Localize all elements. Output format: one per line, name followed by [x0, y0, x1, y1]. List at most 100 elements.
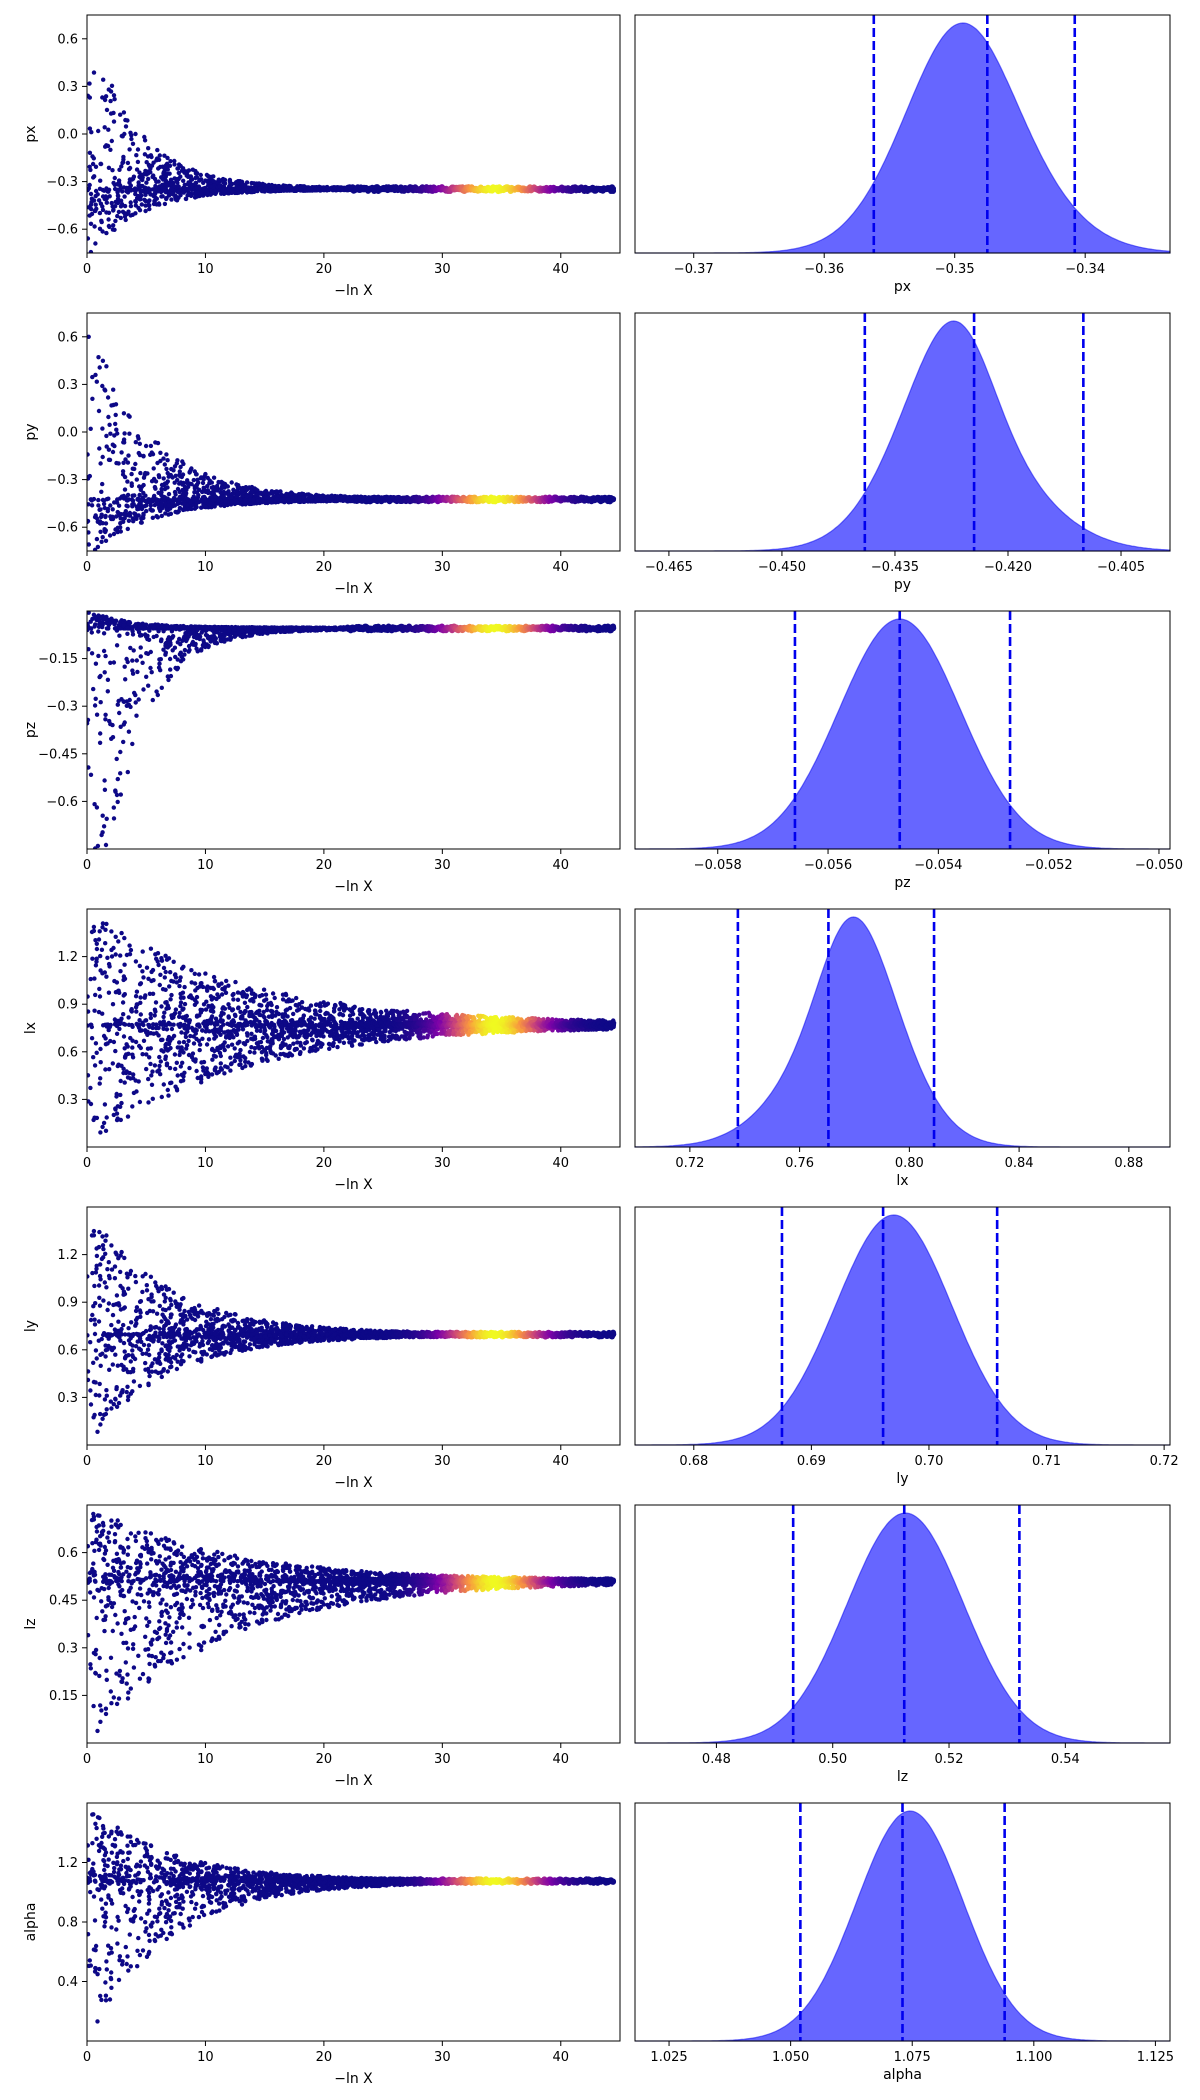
- trace-point: [142, 138, 148, 143]
- trace-point: [166, 193, 172, 198]
- trace-point: [235, 186, 240, 192]
- trace-point: [262, 187, 268, 192]
- trace-point: [145, 154, 151, 159]
- trace-point: [102, 387, 107, 392]
- trace-point: [99, 489, 104, 494]
- trace-point: [125, 492, 131, 498]
- trace-point: [104, 186, 109, 191]
- trace-point: [103, 194, 109, 199]
- trace-point: [111, 531, 117, 537]
- trace-point: [187, 470, 192, 475]
- trace-point: [182, 170, 187, 175]
- trace-point: [186, 168, 192, 173]
- trace-point: [161, 456, 166, 461]
- trace-point: [89, 206, 94, 212]
- trace-point: [214, 483, 220, 489]
- trace-point: [87, 502, 91, 507]
- trace-point: [124, 189, 129, 194]
- trace-point: [173, 197, 179, 202]
- trace-point: [118, 198, 124, 203]
- trace-point: [122, 474, 128, 480]
- trace-point: [150, 515, 155, 520]
- trace-point: [162, 201, 168, 207]
- trace-point: [115, 497, 120, 502]
- trace-point: [139, 202, 144, 207]
- trace-point: [156, 473, 161, 478]
- trace-point: [98, 461, 103, 466]
- trace-point: [87, 186, 92, 191]
- trace-point: [100, 535, 105, 540]
- trace-point: [122, 131, 127, 137]
- trace-point: [207, 481, 212, 486]
- trace-point: [242, 186, 247, 192]
- trace-point: [128, 203, 134, 209]
- trace-point: [112, 227, 117, 232]
- trace-point: [123, 217, 128, 223]
- trace-point: [158, 189, 164, 195]
- trace-point: [119, 202, 125, 207]
- trace-point: [138, 183, 143, 189]
- trace-point: [104, 444, 109, 449]
- trace-point: [155, 147, 160, 153]
- trace-point: [123, 117, 128, 123]
- trace-point: [96, 497, 101, 503]
- trace-point: [109, 83, 115, 89]
- trace-point: [115, 525, 121, 530]
- trace-point: [256, 181, 262, 186]
- trace-point: [100, 95, 105, 100]
- trace-point: [159, 513, 164, 519]
- trace-point: [113, 421, 118, 427]
- trace-point: [92, 224, 97, 229]
- x-tick-label: 40: [553, 262, 570, 277]
- trace-point: [126, 453, 131, 458]
- trace-point: [128, 183, 133, 188]
- trace-point: [127, 147, 132, 152]
- trace-point: [91, 156, 97, 161]
- trace-point: [87, 452, 90, 457]
- trace-point: [128, 130, 133, 135]
- trace-point: [137, 484, 142, 489]
- trace-point: [120, 469, 126, 474]
- trace-point: [185, 497, 190, 502]
- trace-point: [142, 152, 148, 157]
- trace-point: [112, 97, 117, 102]
- trace-point: [151, 476, 157, 482]
- y-tick-label: −0.6: [46, 223, 78, 238]
- trace-point: [194, 472, 199, 477]
- trace-point: [141, 490, 146, 496]
- trace-point: [169, 197, 174, 202]
- trace-point: [87, 81, 92, 86]
- trace-point: [98, 178, 103, 183]
- trace-point: [287, 185, 292, 190]
- trace-point: [136, 205, 141, 211]
- trace-point: [250, 489, 255, 495]
- trace-point: [122, 431, 127, 436]
- trace-point: [113, 218, 118, 224]
- trace-point: [306, 187, 311, 192]
- trace-point: [121, 440, 126, 445]
- trace-point: [121, 110, 127, 115]
- trace-point: [106, 217, 111, 222]
- trace-point: [143, 443, 149, 449]
- trace-point: [195, 171, 200, 176]
- trace-point: [93, 241, 98, 246]
- trace-point: [96, 128, 101, 134]
- trace-point: [211, 179, 217, 184]
- trace-point: [227, 178, 233, 183]
- trace-point: [87, 530, 91, 535]
- trace-point: [190, 167, 195, 172]
- trace-point: [216, 177, 221, 182]
- trace-point: [170, 191, 175, 197]
- trace-point: [164, 161, 170, 166]
- trace-point: [134, 477, 139, 482]
- trace-point: [147, 206, 152, 212]
- trace-point: [149, 450, 154, 455]
- trace-point: [137, 441, 142, 446]
- trace-point: [146, 199, 151, 204]
- trace-point: [94, 516, 100, 521]
- trace-point: [97, 210, 103, 216]
- trace-point: [192, 484, 197, 489]
- trace-point: [88, 249, 94, 253]
- trace-point: [336, 187, 342, 192]
- trace-point: [208, 192, 213, 197]
